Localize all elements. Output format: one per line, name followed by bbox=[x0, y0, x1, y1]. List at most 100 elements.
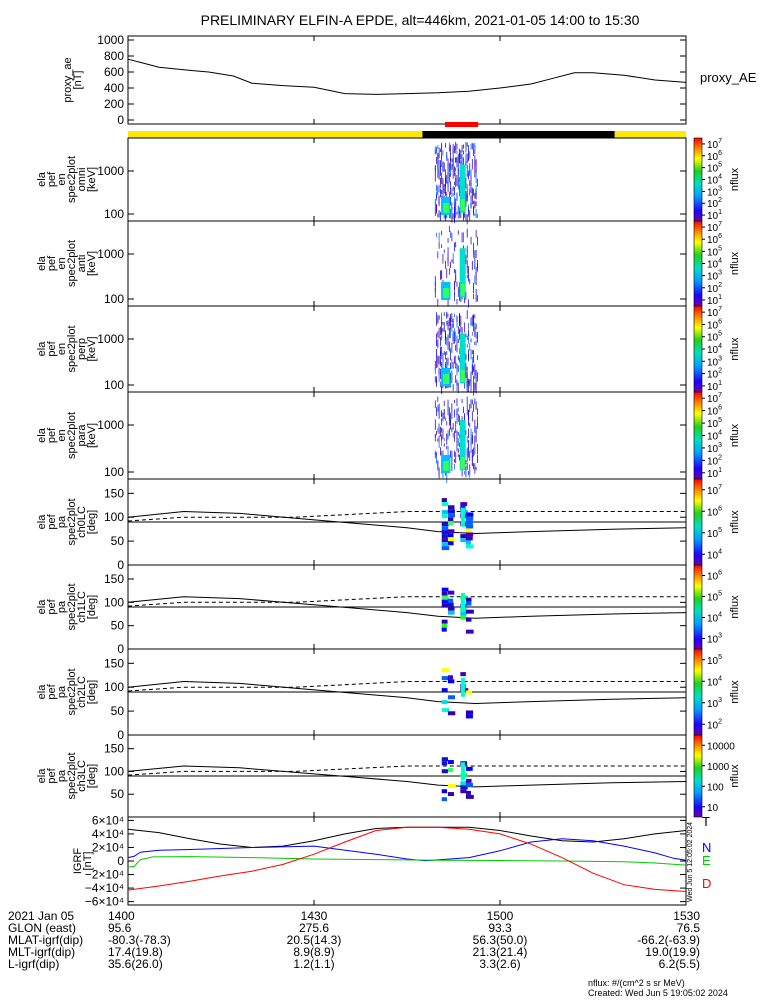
axis-row-value: 8.9(8.9) bbox=[293, 945, 334, 959]
colorbar-label-group: nflux bbox=[729, 680, 741, 704]
spectrogram-cell bbox=[438, 169, 440, 180]
spectrogram-cell bbox=[446, 321, 448, 326]
spectrogram-cell bbox=[469, 379, 471, 387]
pitch-angle-cell bbox=[441, 595, 449, 600]
pitch-angle-cell bbox=[441, 623, 448, 628]
spectrogram-cell bbox=[442, 161, 444, 173]
spectrogram-cell bbox=[470, 382, 472, 393]
spectrogram-cell bbox=[468, 419, 469, 426]
ylabel-line: ela bbox=[36, 341, 48, 357]
anti-loss-cone-line bbox=[127, 765, 686, 776]
spectrogram-cell bbox=[469, 187, 471, 192]
ylabel-line: pef bbox=[46, 427, 58, 443]
y-tick-label: 400 bbox=[104, 81, 124, 95]
spectrogram-cell bbox=[443, 312, 445, 317]
spectrogram-cell bbox=[451, 313, 453, 323]
spectrogram-cell bbox=[452, 186, 454, 191]
spectrogram-cell bbox=[459, 213, 460, 219]
spectrogram-cell bbox=[456, 379, 458, 386]
pitch-angle-cell bbox=[447, 602, 454, 607]
spectrogram-cell bbox=[456, 381, 458, 392]
spectrogram-cell bbox=[443, 184, 445, 194]
spectrogram-cell bbox=[446, 351, 448, 355]
spectrogram-cell bbox=[454, 328, 455, 333]
spectrogram-cell bbox=[447, 172, 449, 179]
ylabel-line: [nT] bbox=[72, 71, 84, 90]
y-tick-label: 100 bbox=[104, 764, 124, 778]
spectrogram-cell bbox=[441, 411, 443, 417]
spectrogram-cell bbox=[442, 180, 444, 185]
spectrogram-cell bbox=[446, 175, 448, 183]
pitch-angle-cell bbox=[465, 710, 474, 715]
spectrogram-cell bbox=[447, 399, 449, 408]
pitch-angle-cell bbox=[441, 526, 449, 531]
spectrogram-cell bbox=[459, 316, 460, 326]
spectrogram-cell bbox=[470, 236, 472, 245]
spectrogram-cell bbox=[450, 196, 451, 203]
spectrogram-cell bbox=[468, 171, 469, 180]
spectrogram-cell bbox=[457, 326, 459, 335]
igrf-legend-E: E bbox=[702, 853, 711, 868]
pitch-angle-cell bbox=[460, 593, 465, 612]
pitch-angle-cell bbox=[460, 785, 468, 790]
axis-row-value: 17.4(19.8) bbox=[108, 945, 163, 959]
spectrogram-cell bbox=[466, 142, 468, 147]
spectrogram-cell bbox=[475, 288, 477, 300]
colorbar-tick-label: 104 bbox=[707, 174, 722, 187]
spectrogram-cell bbox=[438, 437, 440, 448]
spectrogram-cell bbox=[437, 185, 439, 196]
y-tick-label: −6×10⁴ bbox=[85, 895, 124, 909]
pitch-angle-cell bbox=[441, 587, 449, 592]
igrf-series-E bbox=[127, 856, 687, 868]
colorbar-tick-label: 1000 bbox=[707, 762, 730, 773]
spectrogram-cell bbox=[466, 396, 468, 405]
colorbar-tick-label: 105 bbox=[707, 527, 722, 540]
spectrogram-cell bbox=[437, 299, 439, 307]
colorbar-tick-label: 106 bbox=[707, 233, 722, 246]
spectrogram-cell bbox=[473, 283, 474, 294]
colorbar-tick-label: 103 bbox=[707, 697, 722, 710]
axis-row-value: -66.2(-63.9) bbox=[637, 933, 700, 947]
spectrogram-cell bbox=[465, 355, 467, 359]
spectrogram-cell bbox=[434, 400, 436, 408]
spectrogram-cell bbox=[442, 183, 444, 190]
colorbar-tick-label: 103 bbox=[707, 442, 722, 455]
pitch-angle-cell bbox=[441, 757, 449, 762]
pitch-angle-cell bbox=[441, 514, 448, 519]
spectrogram-cell bbox=[455, 201, 457, 210]
spectrogram-cell bbox=[461, 232, 463, 243]
pitch-angle-cell bbox=[441, 502, 449, 507]
spectrogram-cell bbox=[451, 232, 453, 242]
spectrogram-cell bbox=[474, 326, 476, 337]
spectrogram-cell bbox=[452, 192, 454, 197]
spectrogram-cell bbox=[457, 168, 459, 175]
axis-row-value: 20.5(14.3) bbox=[287, 933, 342, 947]
spectrogram-cell bbox=[434, 434, 436, 442]
spectrogram-cell bbox=[438, 467, 440, 479]
spectrogram-cell bbox=[447, 446, 449, 458]
ylabel-line: [keV] bbox=[86, 167, 98, 192]
spectrogram-cell bbox=[477, 443, 478, 455]
spectrogram-cell bbox=[450, 144, 451, 155]
spectrogram-cell bbox=[462, 144, 464, 149]
spectrogram-cell bbox=[455, 275, 457, 283]
spectrogram-cell bbox=[451, 370, 453, 381]
spectrogram-cell bbox=[447, 237, 449, 243]
y-tick-label: 100 bbox=[104, 207, 124, 221]
spectrogram-cell bbox=[464, 382, 466, 389]
spectrogram-cell bbox=[459, 282, 460, 293]
pitch-angle-cell bbox=[460, 507, 465, 527]
pitch-angle-cell bbox=[441, 789, 448, 794]
spectrogram-cell bbox=[475, 184, 477, 193]
axis-row-value: 95.6 bbox=[108, 921, 132, 935]
pitch-angle-cell bbox=[465, 524, 474, 529]
spectrogram-cell bbox=[474, 419, 476, 429]
spectrogram-cell bbox=[447, 334, 449, 341]
spectrogram-cell bbox=[441, 383, 443, 394]
pitch-angle-cell bbox=[447, 606, 455, 611]
spectrogram-cell bbox=[456, 317, 458, 328]
pitch-angle-cell bbox=[441, 676, 449, 681]
spectrogram-cell bbox=[447, 339, 449, 350]
